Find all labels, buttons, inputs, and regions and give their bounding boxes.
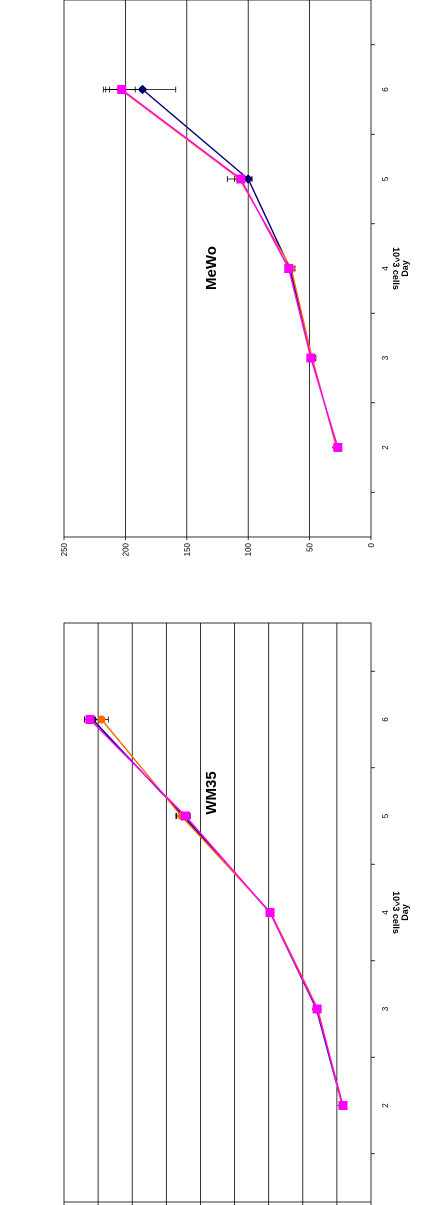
x-tick-label: 5 [381, 813, 390, 818]
data-point [85, 715, 95, 724]
y-tick-label: 100 [244, 542, 253, 556]
x-tick-label: 6 [381, 717, 390, 722]
chart-title: MeWo [203, 246, 220, 290]
data-point [180, 811, 190, 821]
x-tick-label: 3 [381, 1006, 390, 1011]
x-axis-label: Day [400, 904, 410, 921]
y-tick-label: 150 [183, 542, 192, 556]
y-tick-label: 250 [60, 542, 69, 556]
y-tick-label: 200 [121, 542, 130, 556]
chart-0: 05010015020025030035040045023456WM35Day1… [63, 622, 410, 1205]
x-tick-label: 2 [381, 445, 390, 450]
series-line [120, 88, 338, 448]
x-tick-label: 6 [381, 87, 390, 92]
series-line [100, 719, 344, 1106]
x-tick-label: 3 [381, 355, 390, 360]
x-tick-label: 2 [381, 1103, 390, 1108]
x-tick-label: 4 [381, 910, 390, 915]
y-axis-label: 10^3 cells [391, 247, 401, 290]
series-1 [105, 85, 341, 452]
data-point [117, 85, 127, 94]
data-point [284, 264, 294, 273]
x-tick-label: 5 [381, 176, 390, 181]
y-tick-label: 50 [306, 542, 315, 551]
x-axis-label: Day [400, 260, 410, 277]
series-2 [84, 715, 348, 1110]
y-tick-label: 0 [367, 542, 376, 547]
data-point [97, 715, 106, 724]
series-line [121, 88, 339, 448]
series-0 [109, 84, 342, 453]
series-line [142, 88, 338, 448]
data-point [333, 443, 343, 452]
plot-area [63, 622, 372, 1203]
data-point [338, 1101, 348, 1110]
data-point [236, 174, 246, 184]
data-point [312, 1004, 322, 1014]
data-point [265, 908, 275, 917]
series-2 [102, 85, 343, 452]
x-tick-label: 4 [381, 266, 390, 271]
y-axis-label: 10^3 cells [391, 891, 401, 934]
plot-area [63, 0, 372, 538]
data-point [306, 353, 316, 363]
chart-title: WM35 [203, 771, 220, 814]
